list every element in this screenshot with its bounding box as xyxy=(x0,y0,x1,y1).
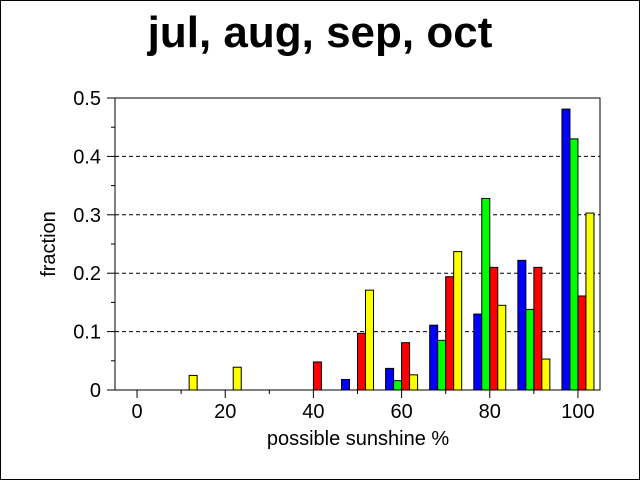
bar xyxy=(429,324,439,391)
x-axis-label: possible sunshine % xyxy=(267,428,450,450)
bar xyxy=(561,108,571,391)
bar xyxy=(437,339,447,391)
x-tick-label: 100 xyxy=(561,401,594,423)
bar xyxy=(533,266,543,391)
bar xyxy=(232,366,242,391)
bar xyxy=(497,304,507,391)
bar xyxy=(585,212,595,391)
bar xyxy=(188,374,198,391)
tick-labels: 0 0.1 0.2 0.3 0.4 0.5 0 20 40 60 80 100 xyxy=(73,88,594,423)
bar xyxy=(312,361,322,391)
bar xyxy=(517,259,527,391)
chart-title: jul, aug, sep, oct xyxy=(147,8,493,57)
bar xyxy=(525,308,535,391)
bar xyxy=(541,358,551,391)
y-tick-label: 0.5 xyxy=(73,88,101,110)
x-tick-label: 0 xyxy=(131,401,142,423)
bar xyxy=(473,313,483,391)
bar xyxy=(453,251,463,391)
bars xyxy=(188,108,595,391)
x-tick-label: 20 xyxy=(214,401,236,423)
bar xyxy=(445,276,455,391)
y-tick-label: 0.1 xyxy=(73,322,101,344)
bar xyxy=(481,197,491,391)
y-tick-label: 0 xyxy=(90,380,101,402)
bar xyxy=(569,138,579,391)
bar xyxy=(489,266,499,391)
axis-ticks xyxy=(107,97,579,398)
bar xyxy=(341,378,350,391)
bar xyxy=(393,380,403,391)
y-tick-label: 0.4 xyxy=(73,146,101,168)
bar xyxy=(385,367,395,391)
y-tick-label: 0.3 xyxy=(73,205,101,227)
grid-lines xyxy=(115,155,600,333)
x-tick-label: 40 xyxy=(302,401,324,423)
bar xyxy=(401,342,411,391)
y-tick-label: 0.2 xyxy=(73,263,101,285)
bar xyxy=(357,332,366,391)
bar xyxy=(409,374,419,391)
y-axis-label: fraction xyxy=(38,211,60,277)
x-tick-label: 80 xyxy=(479,401,501,423)
bar xyxy=(577,295,587,391)
x-tick-label: 60 xyxy=(390,401,412,423)
bar xyxy=(365,289,374,391)
